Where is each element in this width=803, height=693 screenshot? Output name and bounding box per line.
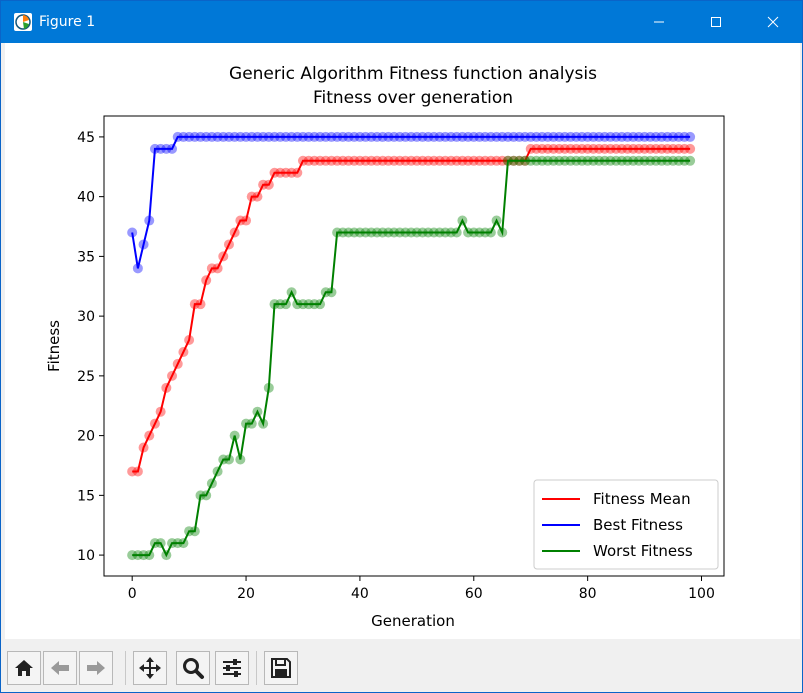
y-tick-label: 40 <box>77 190 95 206</box>
x-tick-label: 80 <box>579 586 597 602</box>
configure-subplots-button[interactable] <box>215 651 249 685</box>
matplotlib-app-icon <box>14 13 32 31</box>
maximize-button[interactable] <box>687 1 744 43</box>
save-icon <box>271 658 291 678</box>
window-title: Figure 1 <box>39 14 96 30</box>
x-tick-label: 0 <box>128 586 137 602</box>
minimize-button[interactable] <box>630 1 687 43</box>
back-icon <box>51 661 69 675</box>
title-bar[interactable]: Figure 1 <box>1 1 802 43</box>
navigation-toolbar <box>1 641 802 691</box>
line-fitness-mean <box>132 147 691 473</box>
series-fitness-mean <box>127 143 696 477</box>
chart-subtitle: Fitness over generation <box>313 88 513 108</box>
forward-button[interactable] <box>79 651 113 685</box>
save-button[interactable] <box>264 651 298 685</box>
zoom-icon <box>183 658 204 679</box>
x-tick-label: 40 <box>351 586 369 602</box>
y-tick-label: 35 <box>77 249 95 265</box>
y-tick-label: 25 <box>77 369 95 385</box>
home-button[interactable] <box>7 651 41 685</box>
point-worst-fitness <box>685 155 696 166</box>
x-axis-label: Generation <box>371 612 455 630</box>
point-fitness-mean <box>685 143 696 154</box>
back-button[interactable] <box>43 651 77 685</box>
configure-icon <box>223 659 241 677</box>
y-tick-label: 20 <box>77 429 95 445</box>
x-tick-label: 20 <box>237 586 255 602</box>
figure-canvas: Generic Algorithm Fitness function analy… <box>5 43 800 639</box>
pan-icon <box>139 657 161 679</box>
chart-svg: Generic Algorithm Fitness function analy… <box>45 64 725 630</box>
legend-label-worst: Worst Fitness <box>593 542 693 560</box>
series-worst-fitness <box>127 155 696 561</box>
axes-frame <box>103 115 725 577</box>
x-tick-label: 60 <box>465 586 483 602</box>
legend: Fitness Mean Best Fitness Worst Fitness <box>533 479 719 570</box>
forward-icon <box>87 661 105 675</box>
legend-label-mean: Fitness Mean <box>593 490 691 508</box>
line-worst-fitness <box>132 159 691 558</box>
line-best-fitness <box>131 135 691 269</box>
home-icon <box>15 660 33 676</box>
y-tick-label: 45 <box>77 130 95 146</box>
y-tick-label: 15 <box>77 488 95 504</box>
pan-button[interactable] <box>133 651 167 685</box>
y-axis-label: Fitness <box>45 320 63 372</box>
zoom-button[interactable] <box>176 651 210 685</box>
toolbar-separator <box>125 651 126 685</box>
chart-title: Generic Algorithm Fitness function analy… <box>229 64 597 84</box>
legend-box <box>533 479 719 570</box>
y-tick-label: 10 <box>77 548 95 564</box>
close-button[interactable] <box>744 1 801 43</box>
toolbar-separator <box>256 651 257 685</box>
x-tick-label: 100 <box>688 586 715 602</box>
series-best-fitness <box>127 131 696 274</box>
y-tick-label: 30 <box>77 309 95 325</box>
legend-label-best: Best Fitness <box>593 516 683 534</box>
point-best-fitness <box>685 131 696 142</box>
